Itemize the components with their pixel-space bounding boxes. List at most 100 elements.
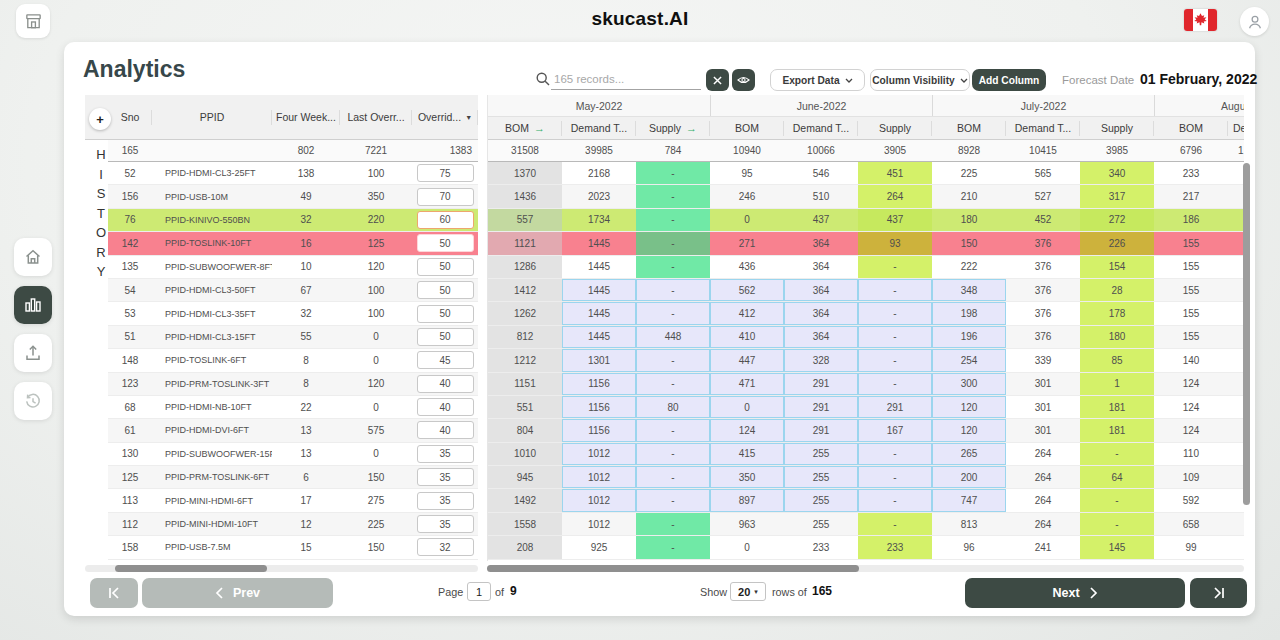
right-horizontal-scrollbar[interactable]	[487, 565, 1244, 572]
table-row[interactable]: 113PPID-MINI-HDMI-6FT1727535	[108, 489, 478, 512]
table-row[interactable]: 158PPID-USB-7.5M1515032	[108, 536, 478, 559]
analytics-card: Analytics 165 records... Export Data Col…	[64, 42, 1255, 616]
cell: -	[636, 419, 710, 441]
table-row[interactable]: 12621445-412364-198376178155	[488, 302, 1244, 325]
table-row[interactable]: 8041156-124291167120301181124	[488, 419, 1244, 442]
cell: 350	[340, 185, 412, 207]
column-header[interactable]: BOM	[488, 117, 562, 139]
export-data-button[interactable]: Export Data	[770, 69, 865, 91]
last-page-button[interactable]	[1190, 578, 1247, 608]
override-input[interactable]: 40	[417, 421, 474, 439]
override-input[interactable]: 60	[417, 211, 474, 229]
month-group-header: July-2022	[932, 95, 1154, 116]
table-row[interactable]: 51PPID-HDMI-CL3-15FT55050	[108, 326, 478, 349]
next-page-button[interactable]: Next	[965, 578, 1185, 608]
sidebar-item-analytics[interactable]	[14, 286, 52, 324]
cell: 1012	[562, 466, 636, 488]
column-header[interactable]: Four Week...	[272, 95, 340, 139]
table-row[interactable]: 12861445-436364-222376154155	[488, 256, 1244, 279]
cell: 100	[340, 162, 412, 184]
column-header[interactable]: Demand T...	[1228, 117, 1244, 139]
cell: 1412	[488, 279, 562, 301]
table-row[interactable]: 208925-02332339624114599	[488, 536, 1244, 559]
column-header[interactable]: Sno	[108, 95, 152, 139]
visibility-button[interactable]	[732, 69, 755, 91]
override-input[interactable]: 35	[417, 492, 474, 510]
table-row[interactable]: 130PPID-SUBWOOFWER-15FT13035	[108, 443, 478, 466]
override-input[interactable]: 50	[417, 234, 474, 252]
table-row[interactable]: 112PPID-MINI-HDMI-10FT1222535	[108, 513, 478, 536]
override-input[interactable]: 35	[417, 515, 474, 533]
table-row[interactable]: 61PPID-HDMI-DVI-6FT1357540	[108, 419, 478, 442]
column-header[interactable]: Supply	[1080, 117, 1154, 139]
prev-page-button[interactable]: Prev	[142, 578, 333, 608]
column-header[interactable]: BOM	[932, 117, 1006, 139]
table-row[interactable]: 14121445-562364-34837628155	[488, 279, 1244, 302]
table-row[interactable]: 135PPID-SUBWOOFWER-8FT1012050	[108, 256, 478, 279]
user-avatar[interactable]	[1240, 7, 1269, 36]
table-row[interactable]: 156PPID-USB-10M4935070	[108, 185, 478, 208]
search-input[interactable]: 165 records...	[554, 73, 624, 85]
table-row[interactable]: 68PPID-HDMI-NB-10FT22040	[108, 396, 478, 419]
column-header[interactable]: Demand T...	[784, 117, 858, 139]
sidebar-item-history[interactable]	[14, 382, 52, 420]
column-header[interactable]: Demand T...	[1006, 117, 1080, 139]
page-size-select[interactable]: 20 ▾	[730, 582, 766, 601]
table-row[interactable]: 15581012-963255-813264-658	[488, 513, 1244, 536]
cell: PPID-HDMI-DVI-6FT	[152, 419, 272, 441]
table-row[interactable]: 76PPID-KINIVO-550BN3222060	[108, 209, 478, 232]
column-visibility-button[interactable]: Column Visibility	[870, 69, 970, 91]
table-row[interactable]: 9451012-350255-20026464109	[488, 466, 1244, 489]
sidebar-item-home[interactable]	[14, 238, 52, 276]
table-row[interactable]: 142PPID-TOSLINK-10FT1612550	[108, 232, 478, 255]
column-header[interactable]: BOM	[710, 117, 784, 139]
table-row[interactable]: 13702168-95546451225565340233	[488, 162, 1244, 185]
table-row[interactable]: 53PPID-HDMI-CL3-35FT3210050	[108, 302, 478, 325]
override-input[interactable]: 32	[417, 538, 474, 556]
table-row[interactable]: 148PPID-TOSLINK-6FT8045	[108, 349, 478, 372]
clear-search-button[interactable]	[706, 69, 729, 91]
table-row[interactable]: 14362023-246510264210527317217	[488, 185, 1244, 208]
table-row[interactable]: 10101012-415255-265264-110	[488, 443, 1244, 466]
vertical-scrollbar[interactable]	[1243, 163, 1250, 505]
add-column-button[interactable]: Add Column	[972, 69, 1046, 91]
table-row[interactable]: 11211445-27136493150376226155	[488, 232, 1244, 255]
cell: 1558	[488, 513, 562, 535]
override-input[interactable]: 40	[417, 375, 474, 393]
override-input[interactable]: 50	[417, 281, 474, 299]
table-row[interactable]: 12121301-447328-25433985140	[488, 349, 1244, 372]
column-header[interactable]: Last Overr...	[340, 95, 412, 139]
override-input[interactable]: 45	[417, 351, 474, 369]
column-header[interactable]: Demand T...	[562, 117, 636, 139]
sidebar-item-upload[interactable]	[14, 334, 52, 372]
column-header[interactable]: BOM	[1154, 117, 1228, 139]
table-row[interactable]: 5571734-0437437180452272186	[488, 209, 1244, 232]
override-input[interactable]: 35	[417, 468, 474, 486]
table-row[interactable]: 123PPID-PRM-TOSLINK-3FT812040	[108, 373, 478, 396]
override-input[interactable]: 50	[417, 328, 474, 346]
override-input[interactable]: 70	[417, 188, 474, 206]
table-row[interactable]: 8121445448410364-196376180155	[488, 326, 1244, 349]
column-header[interactable]: Overrid...▼	[412, 95, 478, 139]
total-rows: 165	[812, 584, 832, 598]
table-row[interactable]: 125PPID-PRM-TOSLINK-6FT615035	[108, 466, 478, 489]
column-header[interactable]: PPID	[152, 95, 272, 139]
page-input[interactable]: 1	[467, 582, 491, 601]
add-row-button[interactable]: +	[89, 108, 111, 130]
left-horizontal-scrollbar[interactable]	[85, 565, 478, 572]
override-input[interactable]: 50	[417, 258, 474, 276]
column-header[interactable]: Supply	[858, 117, 932, 139]
override-input[interactable]: 40	[417, 398, 474, 416]
table-row[interactable]: 5511156800291291120301181124	[488, 396, 1244, 419]
table-row[interactable]: 14921012-897255-747264-592	[488, 489, 1244, 512]
table-row[interactable]: 11511156-471291-3003011124	[488, 373, 1244, 396]
cell: 130	[108, 443, 152, 465]
green-arrow-icon	[529, 122, 545, 134]
override-input[interactable]: 75	[417, 164, 474, 182]
table-row[interactable]: 52PPID-HDMI-CL3-25FT13810075	[108, 162, 478, 185]
override-input[interactable]: 50	[417, 305, 474, 323]
table-row[interactable]: 54PPID-HDMI-CL3-50FT6710050	[108, 279, 478, 302]
first-page-button[interactable]	[90, 578, 138, 608]
column-header[interactable]: Supply	[636, 117, 710, 139]
override-input[interactable]: 35	[417, 445, 474, 463]
